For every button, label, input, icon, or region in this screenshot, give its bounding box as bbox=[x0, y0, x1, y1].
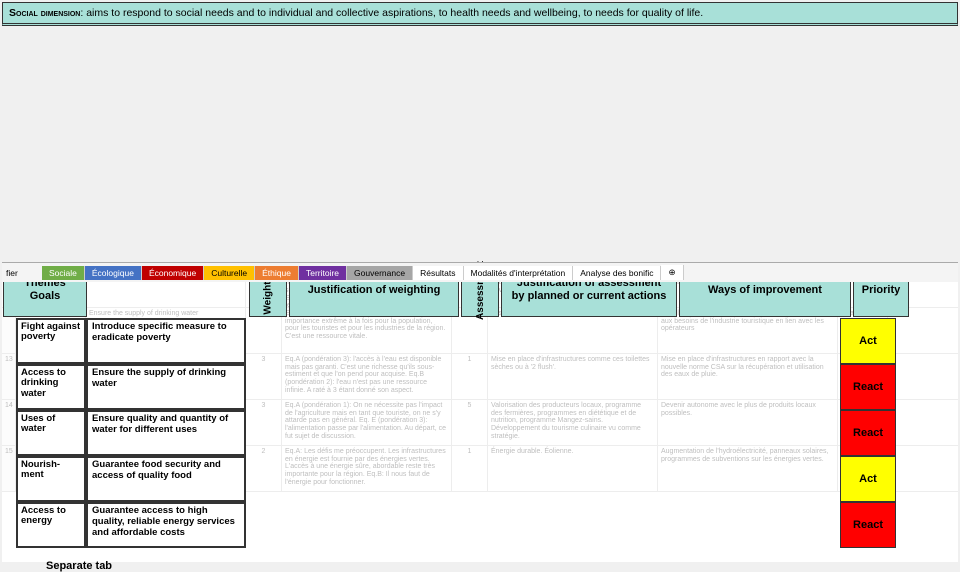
goal-box: Introduce specific measure to eradicate … bbox=[86, 318, 246, 364]
data-row: Access to energyGuarantee access to high… bbox=[2, 502, 958, 548]
goal-box: Ensure quality and quantity of water for… bbox=[86, 410, 246, 456]
spreadsheet-area: 11Fight against povertyIntroduce specifi… bbox=[2, 262, 958, 297]
sheet-tab[interactable]: ⊕ bbox=[661, 265, 683, 280]
sheet-tab[interactable]: Sociale bbox=[42, 266, 85, 280]
goal-box: Guarantee access to high quality, reliab… bbox=[86, 502, 246, 548]
dimension-header: Social dimension: aims to respond to soc… bbox=[2, 2, 958, 26]
priority-box: Act bbox=[840, 318, 896, 364]
theme-box: Uses of water bbox=[16, 410, 86, 456]
data-row: Nourish-mentGuarantee food security and … bbox=[2, 456, 958, 502]
theme-box: Access to drinking water bbox=[16, 364, 86, 410]
data-row: Uses of waterEnsure quality and quantity… bbox=[2, 410, 958, 456]
priority-box: React bbox=[840, 364, 896, 410]
sheet-tab[interactable]: Éthique bbox=[255, 266, 299, 280]
overlay-layer: Themes Goals Weighting Justification of … bbox=[2, 262, 958, 548]
sheet-tab[interactable]: Territoire bbox=[299, 266, 347, 280]
data-row: Fight against povertyIntroduce specific … bbox=[2, 318, 958, 364]
sheet-tab[interactable]: Modalités d'interprétation bbox=[464, 266, 574, 280]
sheet-tab[interactable]: Culturelle bbox=[204, 266, 255, 280]
sheet-tabs[interactable]: fier SocialeÉcologiqueÉconomiqueCulturel… bbox=[2, 262, 958, 282]
separate-tab-label: Separate tab bbox=[46, 560, 112, 572]
sheet-tab[interactable]: Résultats bbox=[413, 266, 463, 280]
priority-box: React bbox=[840, 502, 896, 548]
file-label: fier bbox=[2, 268, 42, 278]
dimension-label: Social dimension bbox=[9, 7, 80, 19]
dimension-text: : aims to respond to social needs and to… bbox=[80, 7, 703, 19]
theme-box: Nourish-ment bbox=[16, 456, 86, 502]
priority-box: Act bbox=[840, 456, 896, 502]
data-row: Access to drinking waterEnsure the suppl… bbox=[2, 364, 958, 410]
theme-box: Fight against poverty bbox=[16, 318, 86, 364]
sheet-tab[interactable]: Analyse des bonific bbox=[573, 266, 661, 280]
sheet-tab[interactable]: Écologique bbox=[85, 266, 142, 280]
priority-box: React bbox=[840, 410, 896, 456]
goal-box: Ensure the supply of drinking water bbox=[86, 364, 246, 410]
theme-box: Access to energy bbox=[16, 502, 86, 548]
header-goals: Goals bbox=[30, 290, 61, 303]
sheet-tab[interactable]: Gouvernance bbox=[347, 266, 413, 280]
goal-box: Guarantee food security and access of qu… bbox=[86, 456, 246, 502]
sheet-tab[interactable]: Économique bbox=[142, 266, 204, 280]
